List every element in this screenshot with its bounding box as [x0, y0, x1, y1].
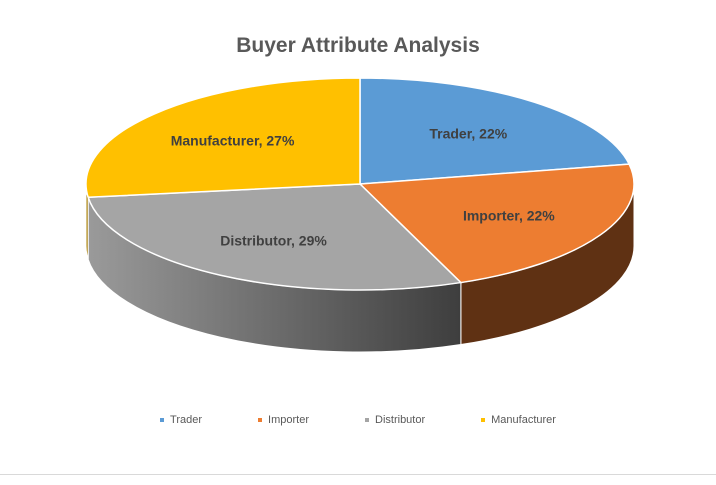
legend-item-trader: Trader [160, 414, 202, 426]
legend-swatch-importer [258, 418, 263, 422]
legend-swatch-trader [160, 418, 165, 422]
pie-slice-labels: Trader, 22% Importer, 22% Distributor, 29%… [171, 125, 556, 248]
legend-item-manufacturer: Manufacturer [481, 414, 556, 426]
slice-label-manufacturer: Manufacturer, 27% [171, 133, 295, 149]
legend-swatch-distributor [365, 418, 370, 422]
slice-label-distributor: Distributor, 29% [220, 233, 327, 249]
legend-item-distributor: Distributor [365, 414, 425, 426]
pie-slices [85, 77, 635, 291]
legend-label-manufacturer: Manufacturer [491, 414, 556, 426]
pie-slice-distributor [87, 183, 463, 291]
legend-item-importer: Importer [258, 414, 309, 426]
slice-label-importer: Importer, 22% [463, 208, 555, 224]
legend: Trader Importer Distributor Manufacturer [0, 414, 716, 426]
chart-title: Buyer Attribute Analysis [236, 34, 480, 57]
pie-slice-trader [359, 77, 631, 185]
pie-slice-importer [358, 163, 635, 284]
legend-label-distributor: Distributor [375, 414, 426, 426]
legend-label-trader: Trader [170, 414, 203, 426]
pie-slice-manufacturer [85, 77, 361, 199]
legend-swatch-manufacturer [481, 418, 486, 422]
slice-label-trader: Trader, 22% [429, 125, 507, 141]
legend-label-importer: Importer [268, 414, 310, 426]
divider [0, 474, 716, 475]
